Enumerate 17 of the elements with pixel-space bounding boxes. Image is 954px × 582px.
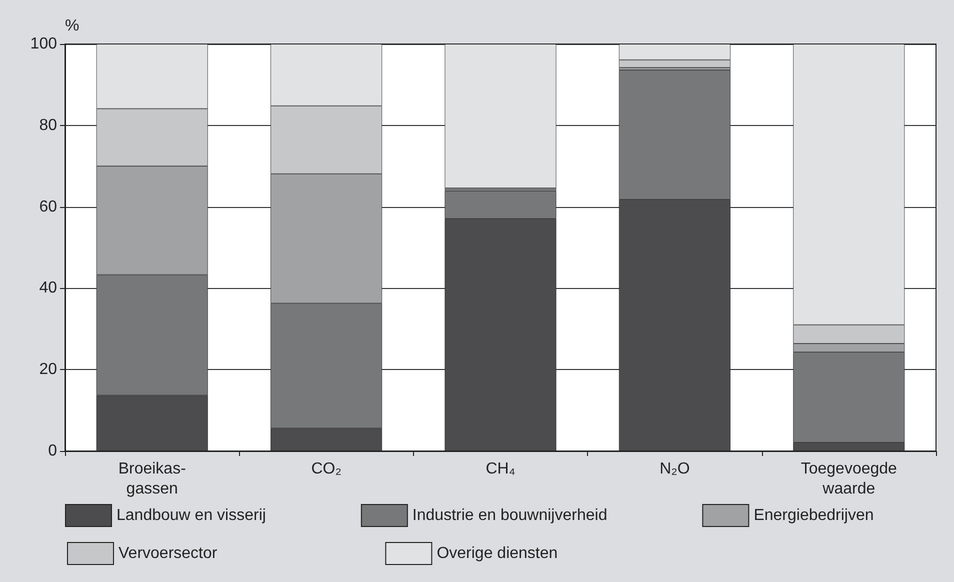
x-tick-label: Toegevoegde waarde (800, 460, 898, 498)
x-tick-label: Broeikas- gassen (118, 460, 186, 498)
legend-label: Overige diensten (436, 545, 558, 562)
y-tick-label: 60 (39, 198, 58, 216)
y-tick-label: 80 (39, 116, 58, 134)
y-tick-label: 0 (48, 442, 58, 460)
x-tick-label: N₂O (660, 460, 690, 478)
legend-label: Industrie en bouwnijverheid (412, 507, 608, 524)
legend-label: Landbouw en visserij (116, 507, 266, 524)
x-tick-label: CO₂ (311, 460, 342, 478)
y-tick-label: 100 (30, 36, 58, 52)
legend-label: Vervoersector (118, 545, 218, 562)
legend-label: Energiebedrijven (754, 507, 874, 524)
y-axis-title: % (65, 18, 80, 34)
y-tick-label: 20 (39, 361, 58, 378)
y-tick-label: 40 (39, 280, 58, 297)
x-tick-label: CH₄ (486, 460, 516, 478)
